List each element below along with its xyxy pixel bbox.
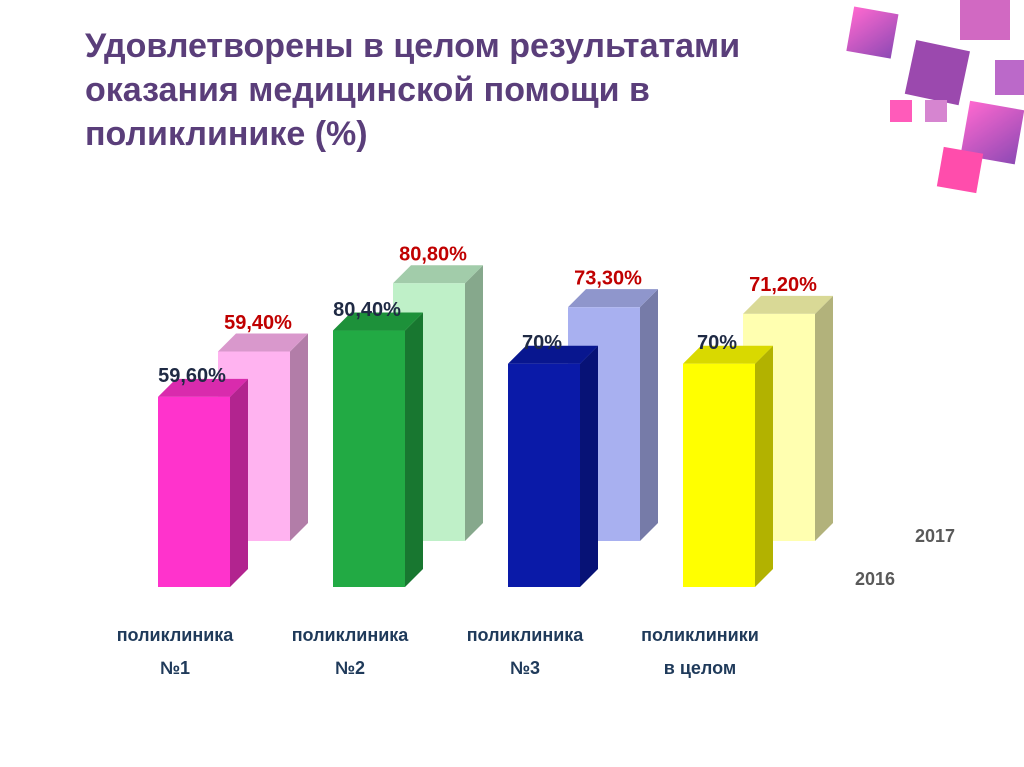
bar-top	[683, 345, 773, 364]
bar-side	[290, 333, 308, 541]
bar-top	[218, 333, 308, 352]
bar-top	[393, 265, 483, 284]
legend-label: 2016	[855, 569, 895, 589]
bar-side	[230, 378, 248, 587]
x-tick-label: №2	[335, 658, 365, 678]
x-tick-label: №1	[160, 658, 190, 678]
bar	[333, 330, 405, 587]
value-label: 70%	[697, 332, 737, 354]
x-tick-label: поликлиника	[117, 625, 235, 645]
value-label: 59,40%	[224, 312, 292, 334]
bar-side	[405, 312, 423, 587]
bar-side	[755, 345, 773, 587]
chart-title: оказания медицинской помощи в	[85, 71, 650, 109]
bar-side	[580, 345, 598, 587]
value-label: 71,20%	[749, 274, 817, 296]
bar-side	[815, 295, 833, 541]
decoration	[846, 0, 1024, 194]
chart-title: поликлинике (%)	[85, 115, 368, 153]
bar-top	[568, 289, 658, 308]
legend-label: 2017	[915, 526, 955, 546]
value-label: 73,30%	[574, 267, 642, 289]
x-tick-label: поликлиника	[292, 625, 410, 645]
bar-top	[158, 378, 248, 397]
bar	[508, 363, 580, 587]
x-tick-label: в целом	[664, 658, 736, 678]
bar-side	[465, 265, 483, 541]
value-label: 80,40%	[333, 299, 401, 321]
value-label: 59,60%	[158, 365, 226, 387]
bar-top	[743, 295, 833, 314]
x-tick-label: №3	[510, 658, 540, 678]
value-label: 70%	[522, 332, 562, 354]
x-tick-label: поликлиники	[641, 625, 759, 645]
value-label: 80,80%	[399, 244, 467, 266]
bar-top	[508, 345, 598, 364]
bar	[683, 363, 755, 587]
chart-title: Удовлетворены в целом результатами	[85, 27, 740, 65]
bar-side	[640, 289, 658, 541]
x-tick-label: поликлиника	[467, 625, 585, 645]
bar-top	[333, 312, 423, 331]
bar	[158, 396, 230, 587]
